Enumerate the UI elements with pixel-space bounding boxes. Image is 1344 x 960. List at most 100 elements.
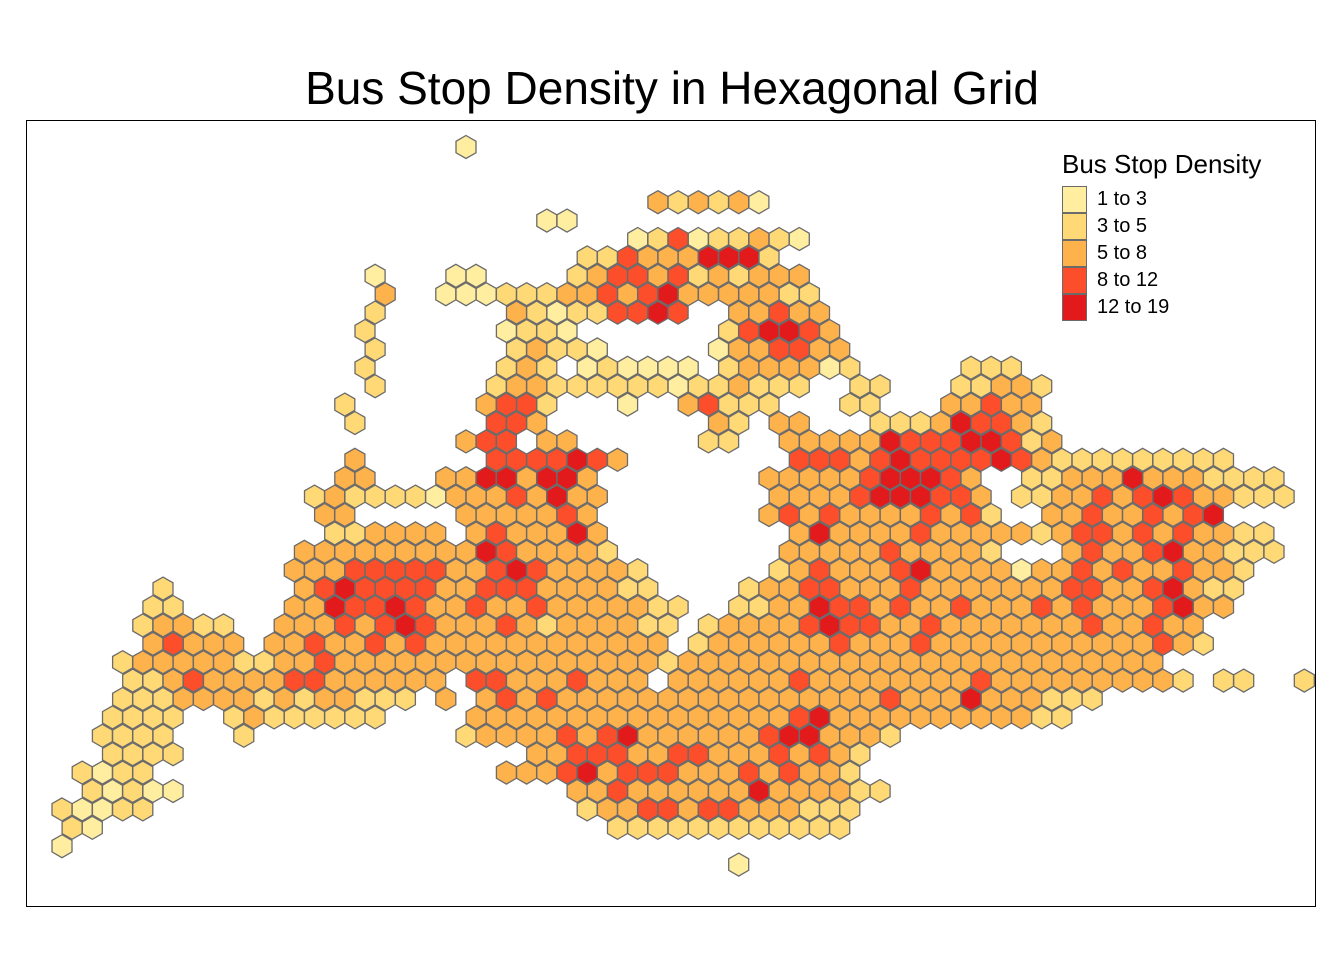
hex-cell [586, 300, 608, 325]
hex-cell [1182, 613, 1204, 638]
hex-cell [384, 484, 406, 509]
legend-swatch [1062, 186, 1087, 213]
hex-cell [162, 778, 184, 804]
hex-cell [839, 760, 861, 785]
hex-cell [728, 815, 750, 841]
hex-cell [526, 410, 548, 436]
hex-cell [728, 852, 750, 877]
hex-cell [364, 337, 386, 362]
hex-cell [1212, 447, 1235, 473]
hex-cell [435, 686, 457, 712]
hex-cell [909, 705, 932, 730]
hex-cell [960, 465, 982, 491]
hex-cell [808, 300, 831, 325]
hex-cell [980, 502, 1002, 528]
hex-cell [1233, 668, 1255, 693]
hex-cell [192, 686, 215, 712]
hex-cell [455, 134, 477, 160]
hex-cell [707, 815, 730, 841]
hex-cell [1293, 668, 1315, 693]
hex-cell [334, 392, 356, 417]
hex-cell [1202, 502, 1225, 528]
hex-cell [1253, 484, 1275, 509]
hex-cell [465, 263, 487, 289]
hex-cell [758, 245, 780, 270]
hex-cell [334, 502, 356, 528]
hex-cell [667, 189, 689, 215]
hex-cell [354, 355, 376, 381]
hex-cell [364, 705, 386, 730]
hex-cell [354, 465, 376, 491]
hex-cell [627, 815, 649, 841]
hex-cell [1142, 649, 1164, 675]
hex-cell [111, 797, 134, 822]
hex-cell [576, 502, 598, 528]
hex-cell [1273, 484, 1295, 509]
hex-cell [839, 797, 861, 822]
hex-cell [707, 189, 730, 215]
hex-cell [536, 355, 558, 381]
hex-cell [606, 447, 629, 473]
hex-cell [425, 521, 447, 546]
hex-cell [788, 263, 810, 289]
hex-cell [364, 484, 386, 509]
hex-cell [647, 631, 669, 657]
hex-cell [132, 760, 154, 785]
hex-cell [495, 723, 518, 749]
hex-cell [930, 705, 952, 730]
hex-cell [606, 815, 629, 841]
legend-label: 8 to 12 [1097, 269, 1159, 291]
hex-cell [788, 410, 810, 436]
hex-cell [586, 521, 608, 546]
hex-cell [869, 778, 891, 804]
hex-cell [1010, 705, 1033, 730]
hex-cell [627, 300, 649, 325]
hex-cell [1031, 373, 1053, 399]
hex-cell [515, 760, 538, 785]
hex-cell [627, 668, 649, 693]
hex-cell [677, 355, 699, 381]
hex-cell [475, 281, 497, 307]
legend-label: 5 to 8 [1097, 242, 1148, 264]
legend-item: 1 to 3 [1062, 186, 1261, 213]
hex-cell [1263, 539, 1285, 565]
hex-cell [324, 705, 346, 730]
hex-cell [667, 594, 689, 620]
hex-cell [788, 815, 810, 841]
hex-cell [768, 815, 790, 841]
hex-cell [344, 705, 366, 730]
hex-cell [364, 263, 386, 289]
hex-cell [576, 797, 598, 822]
hex-cell [223, 631, 245, 657]
hex-cell [808, 815, 831, 841]
hex-cell [606, 300, 629, 325]
hex-cell [1000, 355, 1023, 381]
hex-cell [556, 208, 578, 233]
hex-cell [1192, 631, 1214, 657]
legend-title: Bus Stop Density [1062, 149, 1262, 179]
hex-cell [1010, 521, 1033, 546]
hex-cell [394, 686, 417, 712]
hex-cell [667, 815, 689, 841]
legend-item: 3 to 5 [1062, 213, 1261, 240]
hex-cell [758, 502, 780, 528]
hex-cell [1152, 668, 1174, 693]
hex-cell [596, 539, 619, 565]
hex-cell [536, 392, 558, 417]
hex-cell [697, 429, 720, 454]
hex-cell [1031, 705, 1053, 730]
hex-cell [364, 373, 386, 399]
hex-cell [667, 300, 689, 325]
hex-cell [990, 705, 1012, 730]
hex-cell [839, 355, 861, 381]
hex-cell [425, 484, 447, 509]
map-frame [26, 120, 1316, 907]
hex-cell [869, 373, 891, 399]
legend-item: 12 to 19 [1062, 294, 1261, 321]
hex-cell [162, 705, 184, 730]
hex-cell [51, 833, 73, 859]
hex-cell [829, 815, 851, 841]
legend-swatch [1062, 267, 1087, 294]
hex-cell [455, 281, 477, 307]
hex-cell [1111, 668, 1134, 693]
